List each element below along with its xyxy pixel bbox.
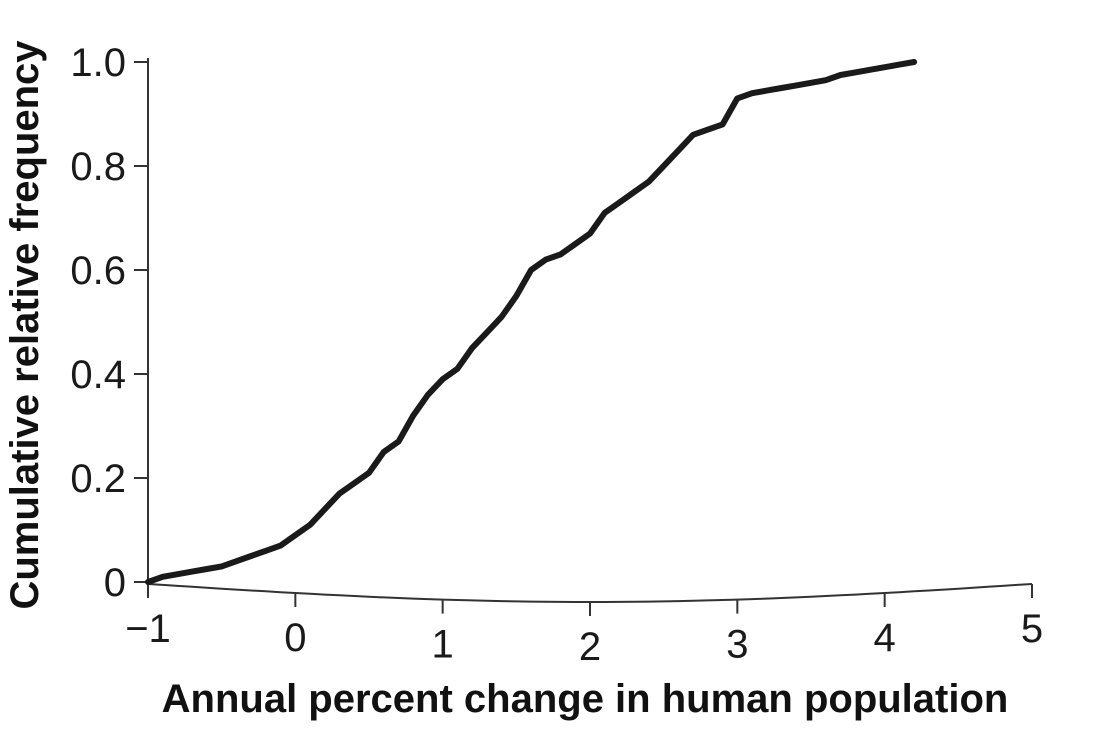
x-axis-line (147, 583, 1033, 603)
y-tick-label: 0 (104, 561, 126, 605)
y-tick-label: 0.8 (70, 145, 126, 189)
series-line (145, 59, 918, 585)
ticks: 00.20.40.60.81.0−1 0 1 2 3 4 5 (70, 41, 1043, 669)
x-tick-label: 1 (432, 623, 454, 667)
y-tick-label: 1.0 (70, 41, 126, 85)
x-tick-label: −1 (125, 607, 171, 651)
x-tick-label: 0 (284, 616, 306, 660)
axes (147, 58, 1033, 603)
x-tick-label: 5 (1021, 607, 1043, 651)
series-layer (145, 59, 918, 585)
y-tick-label: 0.6 (70, 249, 126, 293)
y-axis-label: Cumulative relative frequency (3, 40, 47, 610)
y-tick-label: 0.2 (70, 457, 126, 501)
x-tick-label: 2 (579, 625, 601, 669)
x-tick-label: 3 (726, 623, 748, 667)
x-tick-label: 4 (874, 616, 896, 660)
x-axis-label: Annual percent change in human populatio… (162, 677, 1009, 721)
y-tick-label: 0.4 (70, 353, 126, 397)
